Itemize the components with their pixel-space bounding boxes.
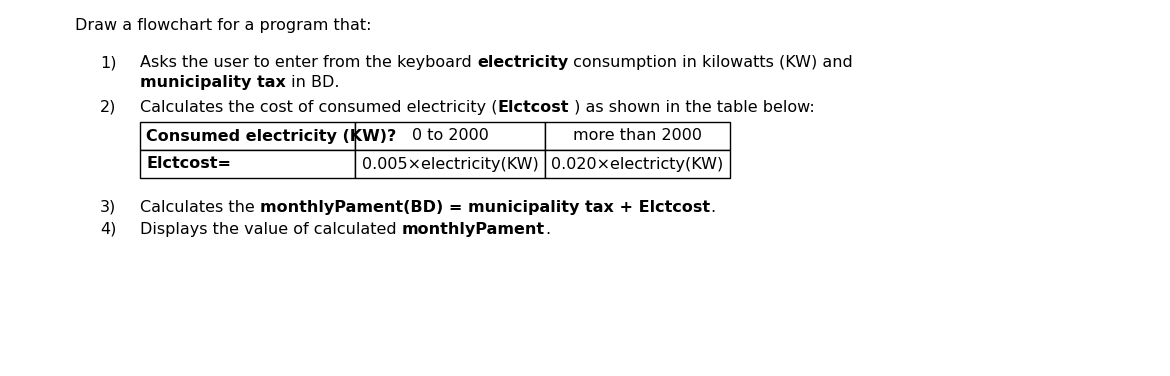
Text: Consumed electricity (KW)?: Consumed electricity (KW)?: [146, 129, 397, 144]
Text: more than 2000: more than 2000: [573, 129, 702, 144]
Text: monthlyPament(BD) = municipality tax + Elctcost: monthlyPament(BD) = municipality tax + E…: [260, 200, 710, 215]
Text: in BD.: in BD.: [285, 75, 339, 90]
Bar: [545, 122, 730, 150]
Text: Elctcost=: Elctcost=: [146, 156, 230, 171]
Bar: [355, 122, 545, 150]
Text: Draw a flowchart for a program that:: Draw a flowchart for a program that:: [75, 18, 372, 33]
Text: Elctcost: Elctcost: [497, 100, 569, 115]
Text: ) as shown in the table below:: ) as shown in the table below:: [569, 100, 814, 115]
Text: 3): 3): [99, 200, 116, 215]
Text: 0.020×electricty(KW): 0.020×electricty(KW): [551, 156, 723, 171]
Text: Displays the value of calculated: Displays the value of calculated: [140, 222, 401, 237]
Text: .: .: [710, 200, 715, 215]
Bar: [140, 150, 355, 178]
Bar: [355, 150, 545, 178]
Text: consumption in kilowatts (KW) and: consumption in kilowatts (KW) and: [567, 55, 853, 70]
Text: 0.005×electricity(KW): 0.005×electricity(KW): [362, 156, 538, 171]
Text: 1): 1): [99, 55, 117, 70]
Text: municipality tax: municipality tax: [140, 75, 285, 90]
Text: 0 to 2000: 0 to 2000: [412, 129, 488, 144]
Text: monthlyPament: monthlyPament: [401, 222, 545, 237]
Text: Asks the user to enter from the keyboard: Asks the user to enter from the keyboard: [140, 55, 477, 70]
Bar: [545, 150, 730, 178]
Text: electricity: electricity: [477, 55, 567, 70]
Bar: [140, 122, 355, 150]
Text: 2): 2): [99, 100, 116, 115]
Text: Calculates the cost of consumed electricity (: Calculates the cost of consumed electric…: [140, 100, 497, 115]
Text: 4): 4): [99, 222, 116, 237]
Text: .: .: [545, 222, 550, 237]
Text: Calculates the: Calculates the: [140, 200, 260, 215]
